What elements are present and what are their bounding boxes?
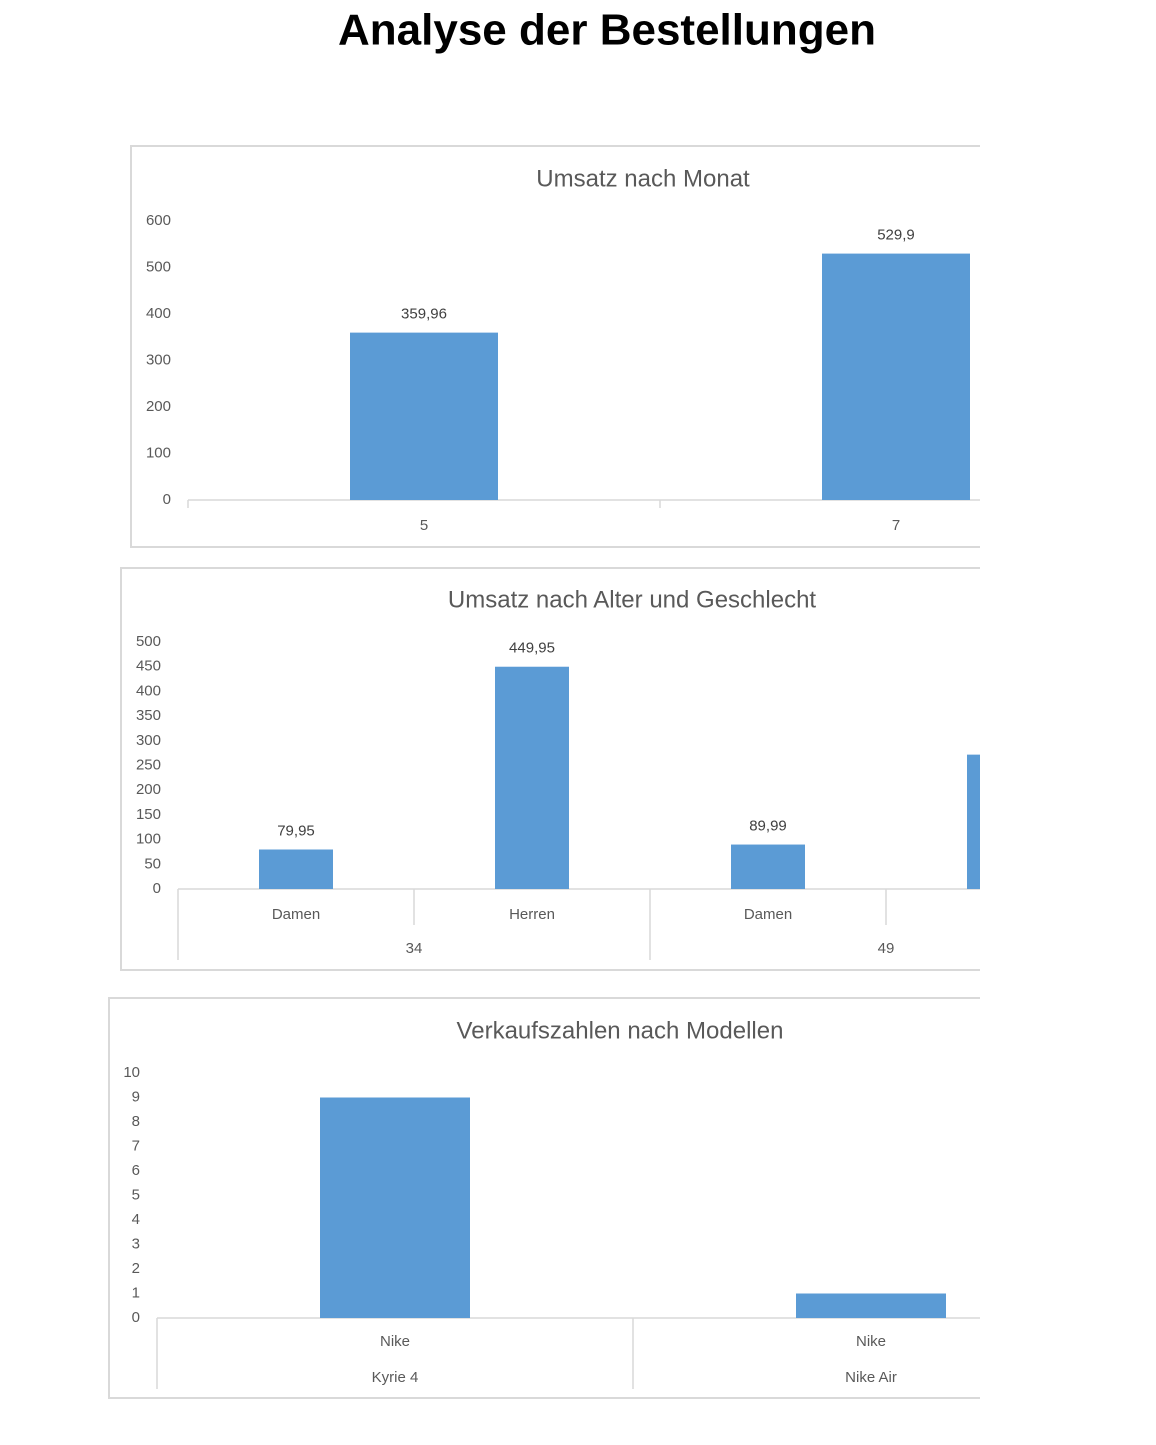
chart: Umsatz nach Alter und Geschlecht 0 50 100 15… — [120, 567, 1027, 971]
bar — [731, 844, 805, 889]
y-tick-label: 50 — [144, 855, 161, 872]
x-tick-label: Herren — [981, 906, 1027, 923]
y-tick-label: 400 — [136, 682, 161, 699]
y-tick-label: 0 — [153, 880, 161, 897]
y-tick-label: 6 — [132, 1162, 140, 1179]
chart-title: Umsatz nach Alter und Geschlecht — [448, 586, 817, 613]
y-tick-label: 9 — [132, 1088, 140, 1105]
y-tick-label: 300 — [146, 351, 171, 368]
y-tick-label: 4 — [132, 1211, 140, 1228]
y-tick-label: 0 — [163, 491, 171, 508]
value-label: 529,9 — [877, 227, 915, 244]
x-tick-label: Herren — [509, 906, 555, 923]
page-title: Analyse der Bestellungen — [338, 6, 876, 55]
x-tick-label: Damen — [272, 906, 320, 923]
charts: Umsatz nach Monat01002003004005006005359… — [108, 145, 1027, 1399]
y-tick-label: 200 — [146, 398, 171, 415]
y-tick-label: 200 — [136, 781, 161, 798]
x-tick-label: 5 — [420, 517, 428, 534]
chart-title: Umsatz nach Monat — [536, 165, 750, 192]
chart-frame — [130, 145, 980, 548]
group-label: Kyrie 4 — [372, 1369, 419, 1386]
bar — [350, 332, 498, 500]
chart-frame — [108, 997, 980, 1399]
y-tick-label: 450 — [136, 658, 161, 675]
bar — [495, 666, 569, 889]
y-tick-label: 10 — [123, 1064, 140, 1081]
y-tick-label: 250 — [136, 756, 161, 773]
y-tick-label: 300 — [136, 732, 161, 749]
x-tick-label: Nike — [856, 1333, 886, 1350]
y-tick-label: 0 — [132, 1309, 140, 1326]
chart: Verkaufszahlen nach Modellen 0 1 2 3 4 5 6 7 8 9 10… — [108, 997, 980, 1399]
y-tick-label: 400 — [146, 305, 171, 322]
bar — [822, 253, 970, 500]
y-tick-label: 600 — [146, 212, 171, 229]
y-tick-label: 7 — [132, 1137, 140, 1154]
chart-title: Verkaufszahlen nach Modellen — [457, 1017, 784, 1044]
y-tick-label: 2 — [132, 1260, 140, 1277]
value-label: 89,99 — [749, 818, 787, 835]
value-label: 359,96 — [401, 306, 447, 323]
group-label: Nike Air — [845, 1369, 897, 1386]
y-tick-label: 1 — [132, 1284, 140, 1301]
group-label: 34 — [406, 940, 423, 957]
x-tick-label: 7 — [892, 517, 900, 534]
value-label: 449,95 — [509, 640, 555, 657]
y-tick-label: 350 — [136, 707, 161, 724]
bar — [967, 754, 980, 889]
y-tick-label: 8 — [132, 1113, 140, 1130]
y-tick-label: 100 — [146, 444, 171, 461]
y-tick-label: 500 — [136, 633, 161, 650]
y-tick-label: 100 — [136, 831, 161, 848]
y-tick-label: 500 — [146, 258, 171, 275]
y-tick-label: 3 — [132, 1235, 140, 1252]
bar — [259, 849, 333, 889]
group-label: 49 — [878, 940, 895, 957]
bar — [320, 1097, 470, 1318]
chart: Umsatz nach Monat 0 100 200 300 400 500 600 5 359… — [130, 145, 980, 548]
y-tick-label: 150 — [136, 806, 161, 823]
value-label: 79,95 — [277, 822, 315, 839]
x-tick-label: Nike — [380, 1333, 410, 1350]
bar — [796, 1293, 946, 1318]
x-tick-label: Damen — [744, 906, 792, 923]
y-tick-label: 5 — [132, 1186, 140, 1203]
